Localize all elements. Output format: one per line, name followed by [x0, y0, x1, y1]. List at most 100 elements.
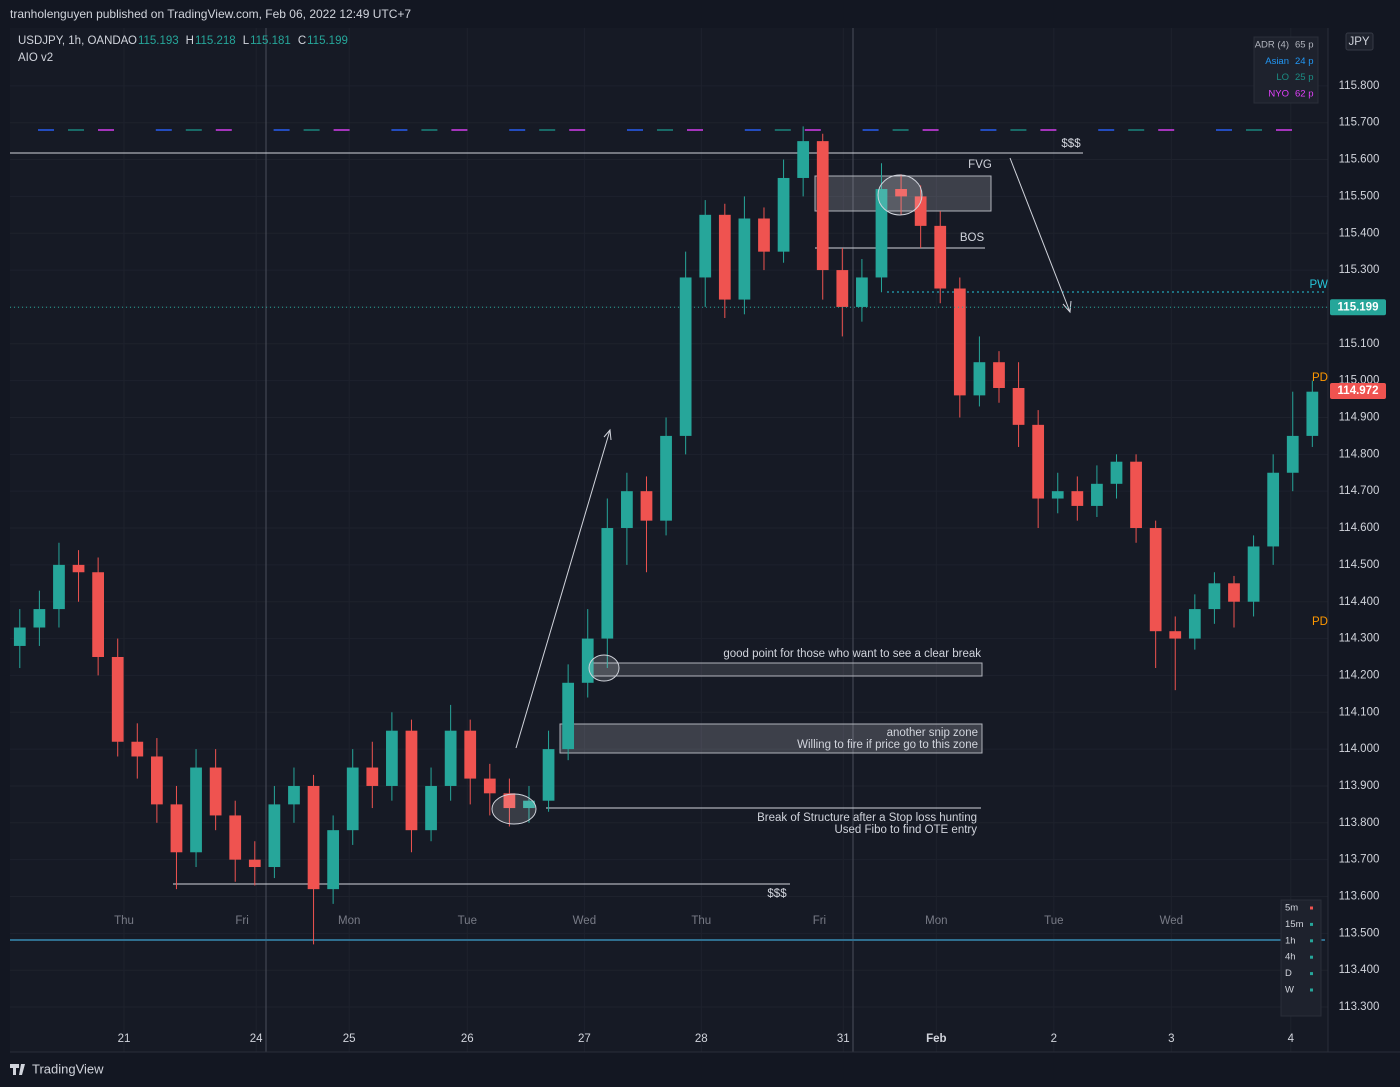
currency-box: [1345, 32, 1374, 51]
candle-body: [190, 767, 202, 853]
y-tick-label: 115.100: [1339, 338, 1380, 350]
ohlc-legend: O 115.193 H 115.218 L 115.181 C 115.199: [128, 35, 348, 47]
x-tick-label: Feb: [926, 1033, 946, 1045]
y-tick-label: 115.500: [1339, 190, 1380, 202]
x-tick-label: 3: [1168, 1033, 1174, 1045]
candle-body: [777, 177, 790, 252]
brand: TradingView: [32, 1061, 104, 1076]
candle-body: [1286, 435, 1299, 473]
y-tick-label: 114.200: [1339, 669, 1380, 681]
candle-body: [386, 730, 398, 786]
candle-body: [797, 141, 810, 178]
adr-table: [1253, 36, 1319, 104]
candle-body: [699, 214, 712, 278]
plot-area: [10, 28, 1328, 1052]
candle-body: [1051, 491, 1064, 499]
price-tag: [1330, 299, 1386, 316]
candle-body: [1091, 483, 1103, 506]
timeframe-dot: [1310, 922, 1313, 926]
candle-body: [248, 859, 261, 868]
y-tick-label: 113.600: [1339, 891, 1380, 903]
x-tick-label: 24: [250, 1033, 263, 1045]
x-tick-label: 25: [343, 1033, 356, 1045]
candle-body: [973, 362, 986, 396]
arrow: [1009, 157, 1071, 313]
timeframe-label: W: [1285, 985, 1294, 996]
candle-body: [72, 564, 85, 573]
timeframe-dot: [1310, 939, 1313, 943]
timeframe-dot: [1310, 955, 1313, 959]
publish-info: tranholenguyen published on TradingView.…: [10, 7, 411, 21]
adr-value: 25 p: [1295, 72, 1314, 83]
candle-body: [1169, 631, 1182, 639]
y-tick-label: 113.800: [1339, 817, 1380, 829]
weekday-label: Fri: [813, 915, 826, 927]
timeframe-label: 1h: [1285, 935, 1296, 946]
symbol: USDJPY, 1h, OANDA: [18, 35, 129, 47]
candle-body: [856, 277, 868, 307]
ohlc-key: O: [128, 35, 137, 47]
x-tick-label: 27: [578, 1033, 591, 1045]
candle-body: [1267, 472, 1280, 547]
x-tick-label: 28: [695, 1033, 708, 1045]
candle-body: [209, 767, 222, 816]
y-tick-label: 113.500: [1339, 927, 1380, 939]
annotation: Willing to fire if price go to this zone: [797, 739, 978, 751]
adr-value: 62 p: [1295, 88, 1314, 99]
ohlc-key: H: [186, 35, 194, 47]
y-tick-label: 113.900: [1339, 780, 1380, 792]
candle-body: [170, 804, 183, 853]
candle-body: [503, 793, 516, 809]
candle-body: [268, 804, 281, 868]
ohlc-value: 115.181: [250, 35, 291, 47]
candle-body: [307, 785, 320, 890]
axes: 113.300 113.400 113.500 113.600 113.700 113.8…: [114, 80, 1379, 1045]
arrow: [515, 429, 611, 749]
adr-label: ADR (4): [1255, 40, 1289, 51]
candle-body: [562, 682, 575, 750]
annotation: PW: [1309, 279, 1328, 291]
candle-body: [953, 288, 966, 396]
y-tick-label: 113.300: [1339, 1001, 1380, 1013]
candle-body: [1032, 424, 1045, 499]
candle-body: [640, 491, 653, 521]
candle-body: [542, 749, 555, 801]
adr-label: Asian: [1265, 56, 1289, 67]
candle-body: [425, 785, 437, 831]
timeframe-label: D: [1285, 968, 1292, 979]
annotation: Used Fibo to find OTE entry: [834, 824, 977, 836]
weekday-label: Thu: [691, 915, 711, 927]
adr-value: 24 p: [1295, 56, 1314, 67]
timeframe-dot: [1310, 988, 1313, 992]
candle-body: [405, 730, 418, 831]
weekday-label: Wed: [573, 915, 596, 927]
x-tick-label: 21: [118, 1033, 131, 1045]
candles: [13, 126, 1319, 945]
annotation: Break of Structure after a Stop loss hun…: [757, 812, 977, 824]
y-tick-label: 114.000: [1339, 743, 1380, 755]
annotation: $$$: [1061, 138, 1081, 150]
y-tick-label: 115.600: [1339, 154, 1380, 166]
x-tick-label: 31: [837, 1033, 850, 1045]
candle-body: [1188, 609, 1201, 639]
y-tick-label: 115.300: [1339, 264, 1380, 276]
y-tick-label: 114.800: [1339, 448, 1380, 460]
candle-body: [758, 218, 770, 252]
candle-body: [1228, 583, 1240, 602]
candle-body: [131, 741, 144, 757]
candle-body: [895, 189, 907, 197]
ohlc-key: L: [243, 35, 250, 47]
adr-rows: ADR (4) 65 p Asian 24 p LO 25 p NYO 62 p: [1255, 40, 1314, 100]
annotation: FVG: [968, 159, 992, 171]
ohlc-value: 115.193: [138, 35, 179, 47]
timeframe-table: [1280, 899, 1322, 1017]
candle-body: [366, 767, 379, 786]
candle-body: [1071, 491, 1084, 506]
candle-body: [464, 730, 477, 779]
arrow-head: [603, 428, 612, 441]
candle-body: [1149, 528, 1162, 632]
x-tick-label: 2: [1051, 1033, 1057, 1045]
circle-marker: [877, 174, 923, 216]
y-tick-label: 113.400: [1339, 964, 1380, 976]
adr-value: 65 p: [1295, 40, 1314, 51]
